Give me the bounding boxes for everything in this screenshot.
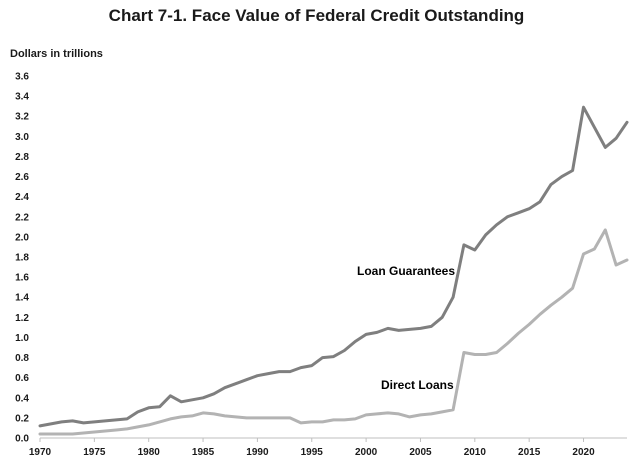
y-tick-label: 2.4 xyxy=(15,192,29,203)
loan-guarantees-label: Loan Guarantees xyxy=(357,264,455,278)
y-tick-label: 3.0 xyxy=(15,132,29,143)
x-tick-label: 2010 xyxy=(464,447,487,458)
x-tick-label: 2020 xyxy=(572,447,595,458)
y-tick-label: 2.2 xyxy=(15,212,29,223)
y-tick-label: 0.0 xyxy=(15,434,29,445)
x-tick-label: 2000 xyxy=(355,447,378,458)
axes: 0.0 0.2 0.4 0.6 0.8 1.0 1.2 1.4 1.6 1.8 2.0 2.2 2.4 2… xyxy=(15,72,627,458)
y-tick-label: 1.4 xyxy=(15,293,29,304)
x-tick-label: 1985 xyxy=(192,447,215,458)
y-tick-label: 1.2 xyxy=(15,313,29,324)
direct-loans-line xyxy=(38,228,629,436)
series-group xyxy=(38,105,629,436)
y-tick-label: 1.8 xyxy=(15,253,29,264)
x-tick-label: 1970 xyxy=(29,447,52,458)
y-tick-label: 1.6 xyxy=(15,273,29,284)
x-tick-label: 1980 xyxy=(138,447,161,458)
y-tick-label: 0.6 xyxy=(15,373,29,384)
x-tick-label: 2005 xyxy=(409,447,432,458)
y-tick-label: 2.6 xyxy=(15,172,29,183)
y-tick-label: 3.6 xyxy=(15,72,29,83)
y-tick-label: 2.0 xyxy=(15,232,29,243)
y-tick-label: 1.0 xyxy=(15,333,29,344)
y-tick-label: 0.8 xyxy=(15,353,29,364)
y-tick-label: 3.2 xyxy=(15,112,29,123)
y-tick-label: 3.4 xyxy=(15,92,29,103)
x-tick-label: 1975 xyxy=(83,447,106,458)
y-axis-unit-label: Dollars in trillions xyxy=(10,48,103,60)
x-tick-label: 1990 xyxy=(246,447,269,458)
chart-title: Chart 7-1. Face Value of Federal Credit … xyxy=(108,6,525,25)
direct-loans-label: Direct Loans xyxy=(381,378,454,392)
y-tick-label: 0.4 xyxy=(15,393,29,404)
y-tick-label: 2.8 xyxy=(15,152,29,163)
y-tick-label: 0.2 xyxy=(15,413,29,424)
x-tick-label: 1995 xyxy=(301,447,324,458)
loan-guarantees-line xyxy=(38,105,629,428)
x-tick-label: 2015 xyxy=(518,447,541,458)
